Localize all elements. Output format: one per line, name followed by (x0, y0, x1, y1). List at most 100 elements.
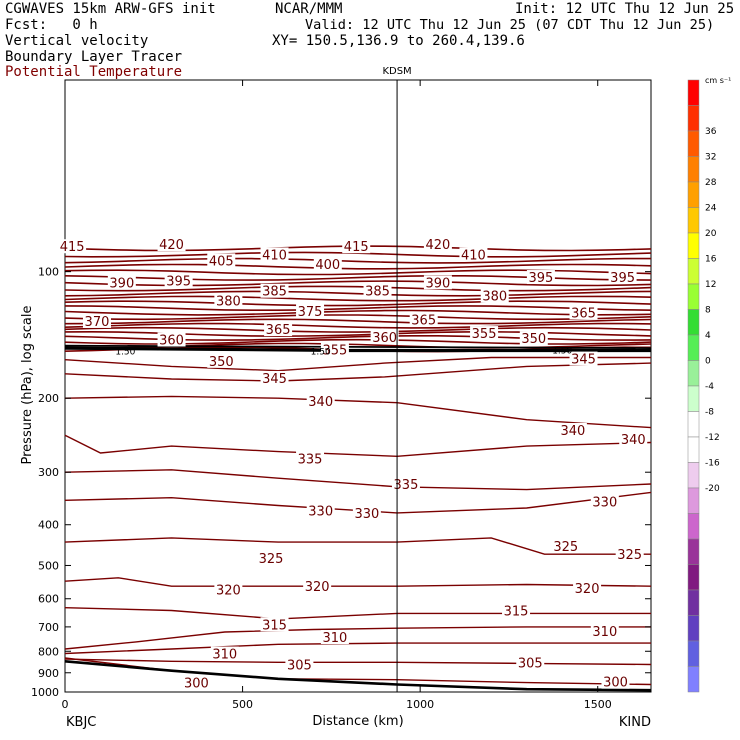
contour-label-bg (370, 329, 399, 344)
contour-label-bg (260, 247, 289, 262)
colorbar-cell (687, 130, 700, 157)
contour-label-bg (182, 675, 211, 690)
contour-label: 320 (575, 582, 600, 597)
y-tick-label: 800 (38, 645, 59, 658)
contour-label: 405 (209, 254, 234, 269)
colorbar-label: 28 (705, 178, 717, 188)
marker-station-label: KDSM (382, 66, 411, 77)
contour-label-bg (601, 674, 630, 689)
y-tick-label: 1000 (31, 686, 59, 699)
contour-label: 330 (354, 507, 379, 522)
contour-label: 335 (298, 452, 323, 467)
contour-label: 325 (259, 552, 284, 567)
x-axis: 0 500 1000 1500 (62, 80, 612, 711)
colorbar-cell (687, 156, 700, 183)
contour-label-bg (207, 253, 236, 268)
colorbar-cell (687, 309, 700, 336)
contour-label: 330 (592, 495, 617, 510)
contour-label-bg (303, 579, 332, 594)
contour-label: 330 (308, 504, 333, 519)
contour-label-bg (459, 247, 488, 262)
contour-label-bg (157, 237, 186, 252)
contour-label-bg (260, 370, 289, 385)
colorbar-label: 0 (705, 357, 711, 367)
y-axis-label: Pressure (hPa), log scale (20, 306, 35, 465)
contour-label-bg (214, 293, 243, 308)
colorbar-cell (687, 360, 700, 387)
contour-line (64, 356, 651, 372)
contour-label-bg (573, 580, 602, 595)
model-title: CGWAVES 15km ARW-GFS init (5, 1, 216, 17)
contour-label: 325 (617, 548, 642, 563)
contour-line (64, 607, 651, 620)
left-station-label: KBJC (66, 715, 96, 730)
contour-label-bg (320, 342, 349, 357)
contour-label: 315 (262, 618, 287, 633)
contour-label: 360 (372, 331, 397, 346)
colorbar-cell (687, 564, 700, 591)
contour-label: 345 (262, 372, 287, 387)
colorbar-label: -12 (705, 433, 720, 443)
colorbar-units: cm s⁻¹ (705, 76, 731, 85)
contour-line (64, 290, 652, 297)
contour-label: 395 (610, 271, 635, 286)
contour-line (64, 469, 652, 491)
contour-label: 390 (425, 276, 450, 291)
field-boundary-layer: Boundary Layer Tracer (5, 49, 183, 65)
contour-label: 370 (85, 315, 110, 330)
contour-label: 365 (571, 306, 596, 321)
contour-label-bg (615, 547, 644, 562)
contour-label-bg (260, 283, 289, 298)
y-tick-label: 600 (38, 593, 59, 606)
colorbar-label: 4 (705, 331, 711, 341)
right-station-label: KIND (619, 715, 651, 730)
x-tick-label: 1000 (406, 698, 434, 711)
contour-label: 315 (504, 605, 529, 620)
contour-label-bg (306, 503, 335, 518)
contour-label: 415 (344, 240, 369, 255)
contour-label-bg (107, 275, 136, 290)
contour-label: 375 (298, 305, 323, 320)
plot-frame (64, 79, 652, 693)
contour-label: 310 (592, 625, 617, 640)
contour-label-bg (480, 288, 509, 303)
contour-label-bg (296, 451, 325, 466)
colorbar-cell (687, 513, 700, 540)
colorbar-cell (687, 487, 700, 514)
y-tick-label: 900 (38, 667, 59, 680)
contour-label: 380 (482, 290, 507, 305)
colorbar-label: 36 (705, 127, 717, 137)
contour-label: 385 (365, 285, 390, 300)
contour-label-bg (558, 422, 587, 437)
contour-label-bg (306, 393, 335, 408)
contour-label: 400 (315, 258, 340, 273)
contour-label-bg (590, 494, 619, 509)
contour-label: 340 (560, 424, 585, 439)
colorbar-cell (687, 666, 700, 693)
contour-label: 320 (216, 583, 241, 598)
contour-label: 390 (109, 276, 134, 291)
contour-label-bg (423, 237, 452, 252)
contour-label: 340 (621, 433, 646, 448)
contour-label: 410 (461, 248, 486, 263)
contour-line (64, 491, 652, 514)
contour-line (64, 280, 652, 287)
colorbar: 36 32 28 24 20 16 12 8 4 0 -4 -8 -12 -16 -20 (687, 79, 720, 693)
contour-line (64, 309, 652, 316)
colorbar-label: -4 (705, 382, 714, 392)
contour-line (64, 314, 652, 321)
contour-label-bg (391, 476, 420, 491)
field-vertical-velocity: Vertical velocity (5, 33, 149, 49)
contour-label: 395 (528, 271, 553, 286)
contour-label-bg (342, 239, 371, 254)
colorbar-label: 32 (705, 153, 716, 163)
contour-label-bg (569, 351, 598, 366)
contour-label-bg (502, 603, 531, 618)
contour-label-bg (260, 617, 289, 632)
contour-label-bg (157, 332, 186, 347)
contour-line (64, 300, 652, 307)
contour-line (64, 285, 652, 292)
colorbar-cell (687, 436, 700, 463)
contour-label-bg (58, 239, 87, 254)
contour-label: 310 (323, 631, 348, 646)
